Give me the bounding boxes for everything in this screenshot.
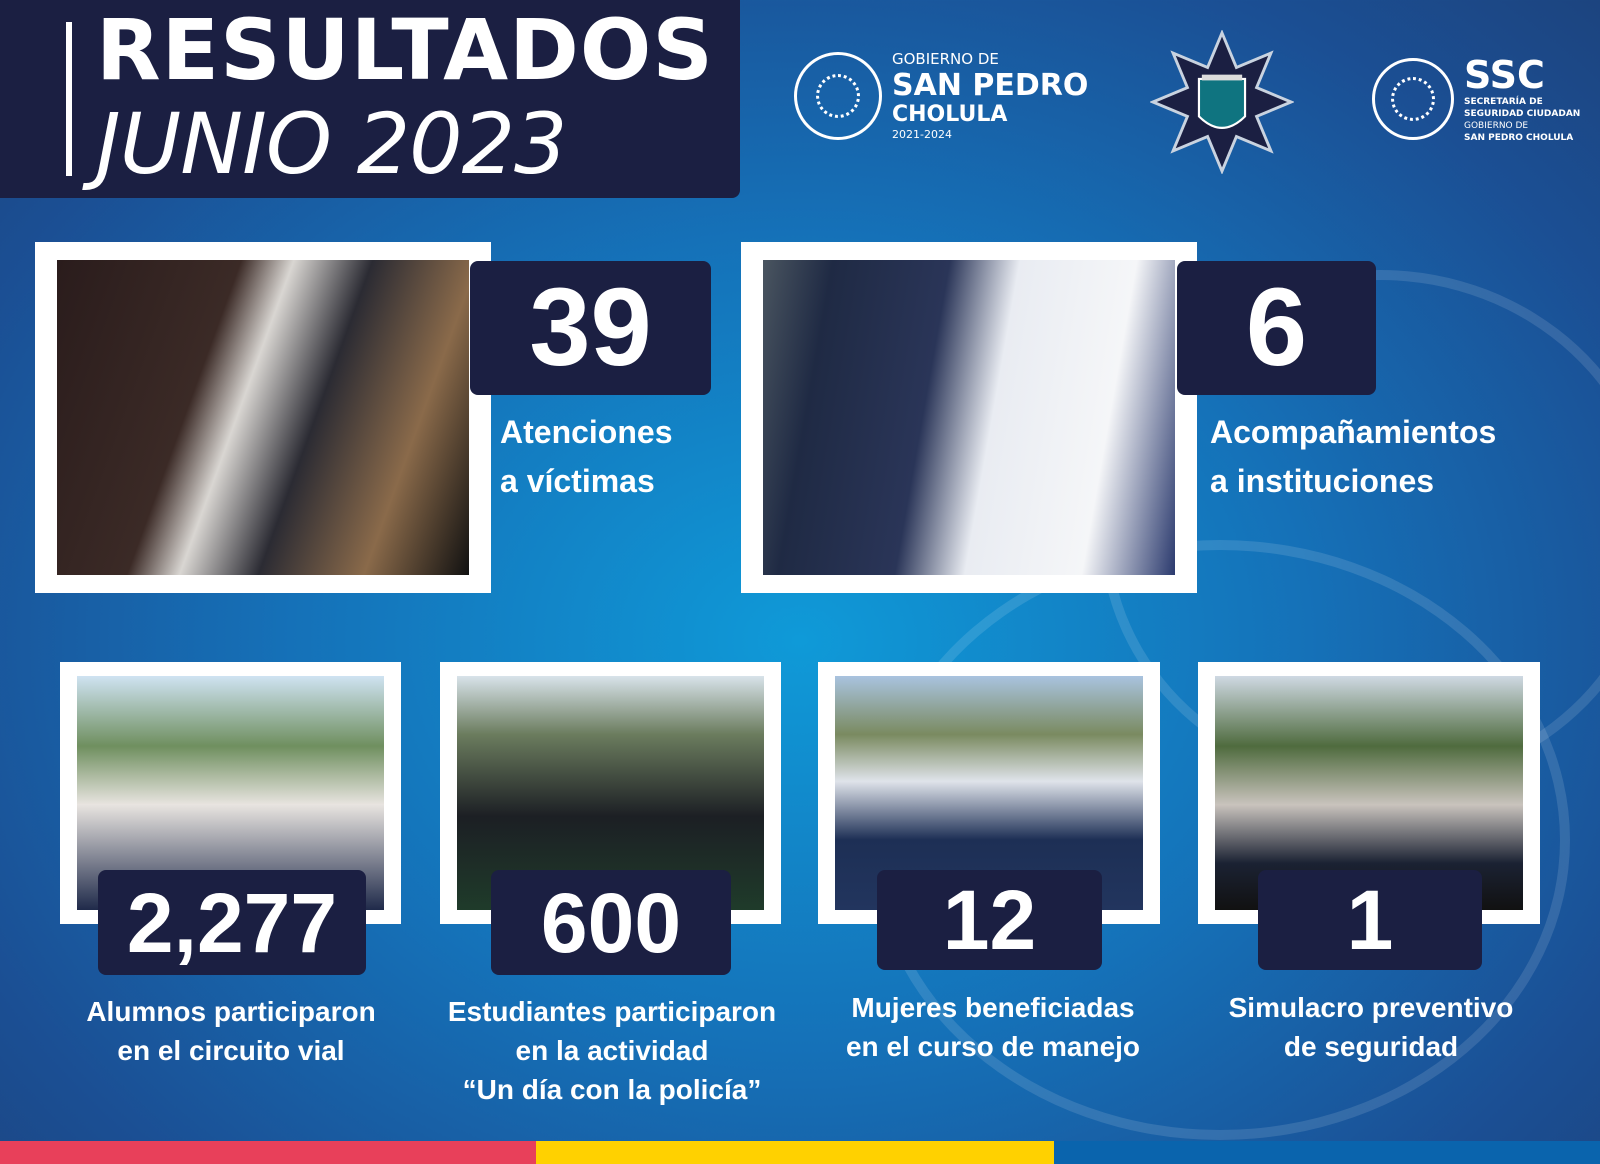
page-subtitle: JUNIO 2023 (96, 100, 567, 188)
logo-text: 2021-2024 (892, 128, 952, 141)
stat-caption: Estudiantes participaron en la actividad “… (447, 996, 777, 1105)
stat-value: 2,277 (98, 870, 366, 975)
logo-text: SEGURIDAD CIUDADAN (1464, 109, 1581, 119)
photo-victim-attention (35, 242, 491, 593)
flower-emblem-icon (1372, 58, 1454, 140)
logo-text: CHOLULA (892, 102, 1008, 127)
footer-stripe-yellow (536, 1141, 1054, 1164)
flower-emblem-icon (794, 52, 882, 140)
stat-value: 1 (1258, 870, 1482, 970)
footer-stripe-red (0, 1141, 536, 1164)
logo-text: SAN PEDRO CHOLULA (1464, 133, 1574, 143)
logo-text: GOBIERNO DE (892, 50, 999, 68)
police-badge-icon (1150, 30, 1294, 174)
stat-caption: Atenciones a víctimas (500, 414, 673, 499)
page-title: RESULTADOS (96, 1, 714, 99)
stat-caption: Simulacro preventivo de seguridad (1228, 992, 1514, 1062)
logo-text: SAN PEDRO (892, 68, 1089, 103)
footer-stripe-blue (1054, 1141, 1600, 1164)
stat-value: 12 (877, 870, 1102, 970)
title-box (0, 0, 740, 198)
title-year: 2023 (356, 95, 568, 193)
stat-value: 39 (470, 261, 711, 395)
stat-caption: Mujeres beneficiadas en el curso de manej… (845, 992, 1141, 1062)
ssc-logo: SSC SECRETARÍA DE SEGURIDAD CIUDADAN GOB… (1372, 54, 1580, 144)
gobierno-logo: GOBIERNO DE SAN PEDRO CHOLULA 2021-2024 (794, 50, 1088, 142)
title-month: JUNIO (96, 95, 332, 193)
logo-text: SSC (1464, 53, 1545, 97)
logo-text: SECRETARÍA DE (1464, 97, 1543, 107)
title-divider (66, 22, 72, 176)
photo-victim-unit-van (741, 242, 1197, 593)
stat-caption: Alumnos participaron en el circuito vial (86, 996, 376, 1066)
stat-value: 600 (491, 870, 731, 975)
stat-caption: Acompañamientos a instituciones (1210, 414, 1497, 499)
photo-security-drill (1198, 662, 1540, 924)
logo-text: GOBIERNO DE (1464, 121, 1529, 131)
stat-value: 6 (1177, 261, 1376, 395)
